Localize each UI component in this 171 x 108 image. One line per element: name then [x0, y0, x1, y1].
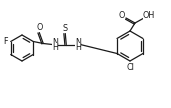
Text: S: S — [63, 24, 68, 33]
Text: Cl: Cl — [126, 63, 134, 71]
Text: N: N — [52, 38, 58, 47]
Text: H: H — [75, 43, 81, 52]
Text: H: H — [52, 43, 58, 52]
Text: OH: OH — [143, 11, 155, 21]
Text: F: F — [3, 37, 8, 46]
Text: N: N — [75, 38, 81, 47]
Text: O: O — [36, 23, 42, 32]
Text: O: O — [119, 11, 125, 21]
